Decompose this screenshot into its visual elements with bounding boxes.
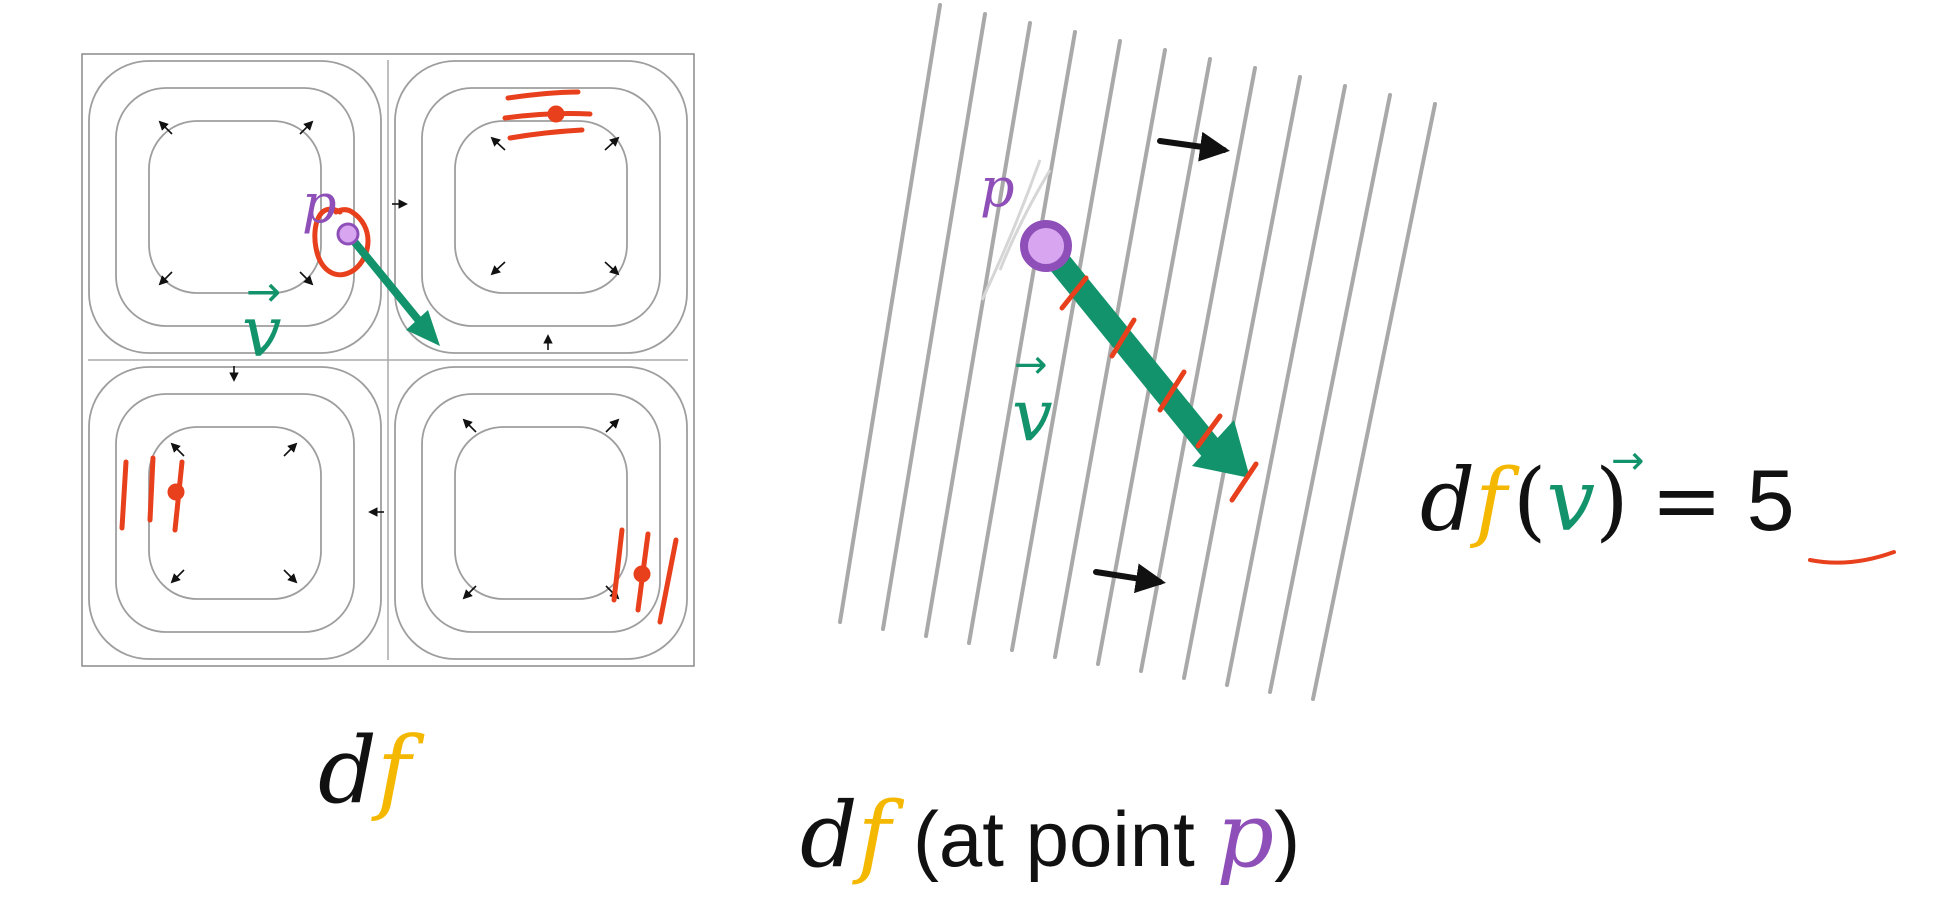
gradient-arrows <box>1093 131 1230 594</box>
red-annotations-left <box>119 89 679 625</box>
vector-label-left: v <box>242 291 282 373</box>
level-line <box>1010 39 1122 652</box>
caption-middle-d: d <box>800 783 858 888</box>
flow-arrow <box>604 136 620 151</box>
flow-arrow <box>158 271 173 286</box>
flow-arrow <box>158 120 173 135</box>
level-line <box>881 12 987 631</box>
flow-arrows <box>158 120 620 600</box>
level-line <box>838 3 942 624</box>
vector-arrow-left: → <box>246 267 281 316</box>
flow-arrow <box>283 442 298 457</box>
flow-arrow <box>604 261 620 276</box>
contour-ring <box>115 393 355 633</box>
level-line <box>924 21 1032 638</box>
flow-arrow <box>299 271 314 286</box>
level-line <box>1053 48 1167 659</box>
eq-d: d <box>1420 451 1475 551</box>
flow-arrow <box>490 136 506 151</box>
contour-ring <box>421 393 661 633</box>
contour-ring <box>421 87 661 327</box>
contour-ring <box>88 60 382 354</box>
svg-text:df(v)=5: df(v) = 5 <box>1420 451 1795 551</box>
gradient-arrow-top <box>1157 131 1230 162</box>
level-line <box>1225 84 1347 687</box>
eq-equals: = <box>1651 451 1723 551</box>
eq-close-paren: ) <box>1595 451 1629 551</box>
level-line <box>1268 93 1392 694</box>
flow-arrow <box>462 418 477 433</box>
flow-arrow <box>283 569 298 584</box>
contour-ring <box>454 120 628 294</box>
flow-arrow <box>462 585 477 600</box>
left-vector-group <box>336 222 440 346</box>
caption-left-f: f <box>371 717 425 824</box>
contour-ring <box>394 366 688 660</box>
red-ticks-middle <box>1059 275 1259 503</box>
value-underline <box>1808 550 1896 565</box>
point-p-middle <box>1020 220 1072 272</box>
caption-middle-p: p <box>1216 783 1274 888</box>
equation: df(v) = 5 → <box>1420 438 1896 565</box>
point-p-left <box>336 222 360 246</box>
contour-ring <box>148 120 322 294</box>
eq-v: v <box>1546 451 1595 551</box>
ink-smudge <box>980 159 1052 301</box>
caption-middle-text: (at point <box>913 795 1217 883</box>
flow-arrow <box>605 418 620 433</box>
caption-middle: df (at point p) <box>800 783 1300 888</box>
contour-plot <box>81 53 695 667</box>
contour-ring <box>88 366 382 660</box>
caption-left: df <box>318 717 425 824</box>
vector-label-middle: v <box>1012 373 1053 457</box>
contour-rings <box>88 60 688 660</box>
gradient-arrow-bottom <box>1093 563 1166 594</box>
eq-value: 5 <box>1747 453 1795 549</box>
point-label-middle: p <box>980 156 1015 219</box>
eq-open-paren: ( <box>1513 451 1547 551</box>
flow-arrow <box>170 442 185 457</box>
caption-middle-close: ) <box>1274 795 1300 883</box>
contour-ring <box>115 87 355 327</box>
level-line <box>1311 102 1437 701</box>
eq-v-arrow: → <box>1611 438 1645 484</box>
contour-ring <box>394 60 688 354</box>
vector-arrow-middle: → <box>1014 342 1048 388</box>
level-line <box>967 30 1077 645</box>
point-label-left: p <box>302 172 337 235</box>
caption-middle-f: f <box>852 783 905 888</box>
level-line <box>1182 75 1302 680</box>
flow-arrow <box>170 569 185 584</box>
contour-ring <box>454 426 628 600</box>
middle-vector-group <box>1034 234 1250 478</box>
caption-left-d: d <box>318 717 377 824</box>
flow-arrow <box>490 261 506 276</box>
flow-arrow <box>299 120 314 135</box>
